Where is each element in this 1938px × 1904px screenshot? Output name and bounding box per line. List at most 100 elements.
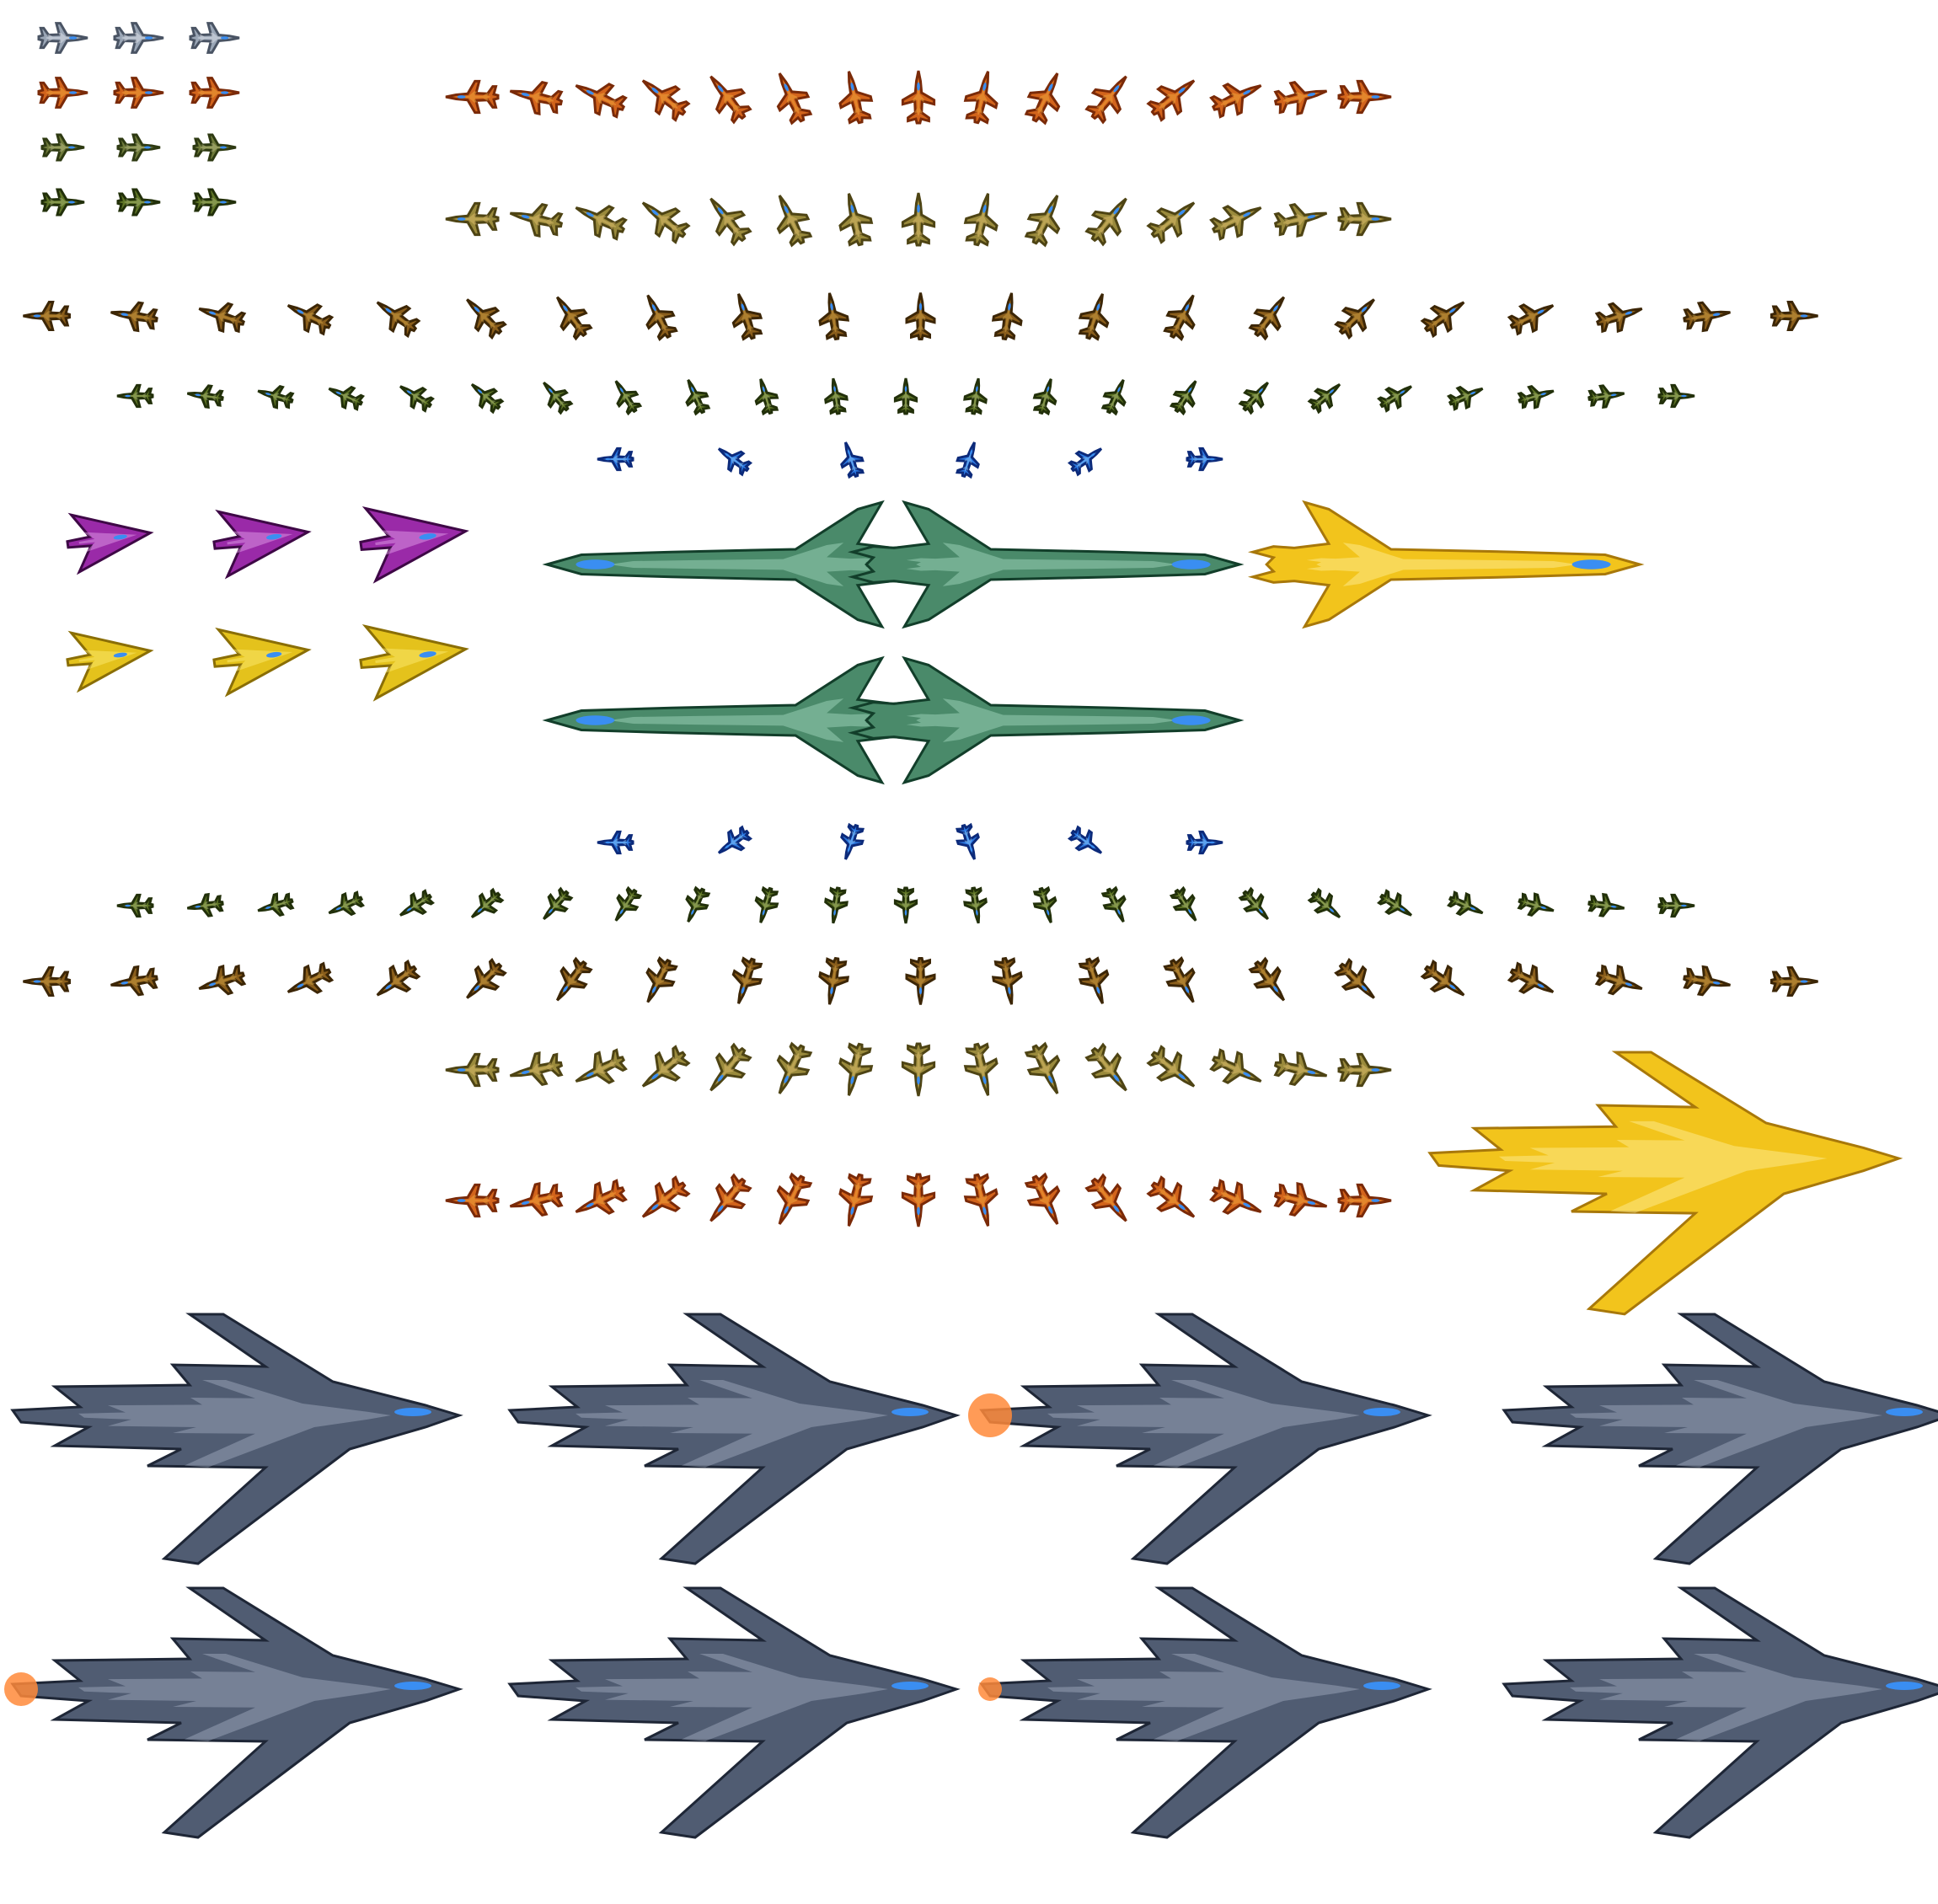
canopy — [784, 206, 789, 214]
canopy — [982, 205, 987, 213]
canopy — [784, 83, 789, 92]
fighter-rotation-frame — [1515, 889, 1558, 923]
fighter-rotation-frame — [193, 294, 249, 338]
canopy — [1886, 1682, 1923, 1690]
fighter-rotation-frame — [1019, 65, 1073, 129]
canopy — [1171, 715, 1211, 725]
canopy — [1449, 984, 1456, 990]
canopy — [457, 1068, 466, 1072]
fighter-rotation-frame — [505, 74, 566, 120]
fighter-rotation-frame — [960, 1040, 1005, 1100]
small-jet-sprite — [40, 188, 86, 217]
fighter-rotation-frame — [534, 884, 576, 928]
fighter-rotation-frame — [1186, 830, 1224, 855]
canopy — [576, 715, 615, 725]
canopy — [1209, 457, 1215, 461]
fighter-rotation-frame — [254, 379, 297, 413]
canopy — [651, 209, 659, 216]
canopy — [419, 651, 436, 658]
fighter-rotation-frame — [697, 187, 758, 251]
canopy — [1008, 302, 1011, 311]
fighter-rotation-frame — [115, 383, 154, 409]
small-jet-sprite — [192, 188, 238, 217]
canopy — [195, 905, 201, 908]
canopy — [651, 1073, 659, 1080]
fighter-rotation-frame — [21, 300, 72, 332]
small-jet-sprite — [40, 133, 86, 162]
fighter-rotation-frame — [1206, 70, 1270, 124]
canopy — [586, 1072, 594, 1078]
canopy — [784, 1206, 789, 1214]
canopy — [1096, 987, 1100, 994]
stealth-bomber-sprite — [11, 1313, 461, 1565]
canopy — [1178, 209, 1186, 216]
canopy — [1681, 394, 1687, 398]
fighter-rotation-frame — [901, 1042, 936, 1098]
canopy — [457, 217, 466, 221]
small-jet-sprite — [37, 22, 89, 54]
fighter-rotation-frame — [444, 201, 500, 237]
fighter-rotation-frame — [821, 375, 850, 417]
canopy — [1273, 986, 1278, 992]
canopy — [144, 201, 151, 204]
fighter-rotation-frame — [1206, 192, 1270, 246]
fighter-rotation-frame — [1271, 1178, 1332, 1223]
fighter-rotation-frame — [463, 375, 507, 417]
fighter-rotation-frame — [711, 438, 755, 480]
canopy — [406, 390, 412, 394]
stealth-fighter-sprite — [355, 612, 473, 702]
fighter-rotation-frame — [631, 67, 695, 127]
canopy — [1188, 909, 1192, 914]
canopy — [586, 1202, 594, 1208]
fighter-rotation-frame — [832, 67, 877, 127]
fighter-rotation-frame — [1073, 288, 1117, 344]
fighter-rotation-frame — [821, 885, 850, 927]
fighter-rotation-frame — [1065, 821, 1109, 864]
canopy — [265, 906, 271, 909]
fighter-rotation-frame — [1374, 885, 1419, 926]
canopy — [1259, 388, 1263, 393]
fighter-rotation-frame — [1416, 955, 1474, 1008]
canopy — [847, 449, 850, 456]
canopy — [1800, 314, 1808, 318]
fighter-rotation-frame — [505, 1047, 566, 1093]
canopy — [619, 388, 624, 393]
canopy — [521, 1070, 530, 1074]
fighter-rotation-frame — [834, 437, 868, 481]
fighter-rotation-frame — [463, 885, 507, 927]
canopy — [717, 207, 724, 215]
canopy — [1886, 1408, 1923, 1416]
canopy — [741, 303, 745, 311]
canopy — [605, 841, 611, 844]
fighter-rotation-frame — [1186, 447, 1224, 472]
fighter-rotation-frame — [989, 289, 1027, 343]
fighter-rotation-frame — [905, 956, 936, 1007]
canopy — [1008, 987, 1011, 995]
canopy — [113, 534, 127, 540]
canopy — [904, 386, 907, 392]
fighter-rotation-frame — [107, 962, 160, 1001]
fighter-rotation-frame — [444, 1183, 500, 1218]
canopy — [1712, 313, 1721, 317]
canopy — [850, 83, 854, 91]
fighter-rotation-frame — [1586, 891, 1627, 920]
canopy — [982, 83, 987, 91]
fighter-rotation-frame — [1769, 300, 1820, 332]
canopy — [904, 910, 907, 916]
canopy — [1185, 986, 1190, 993]
canopy — [1113, 85, 1120, 93]
fighter-rotation-frame — [567, 192, 631, 246]
fighter-rotation-frame — [107, 297, 160, 335]
canopy — [918, 987, 923, 995]
fighter-rotation-frame — [193, 960, 249, 1003]
fighter-rotation-frame — [393, 376, 437, 416]
stealth-bomber-sprite — [508, 1313, 958, 1565]
fighter-rotation-frame — [763, 1038, 818, 1102]
canopy — [1712, 981, 1721, 985]
canopy — [830, 987, 833, 995]
canopy — [1113, 207, 1120, 215]
canopy — [68, 146, 75, 149]
large-jet-sprite — [545, 500, 935, 628]
canopy — [918, 302, 923, 311]
